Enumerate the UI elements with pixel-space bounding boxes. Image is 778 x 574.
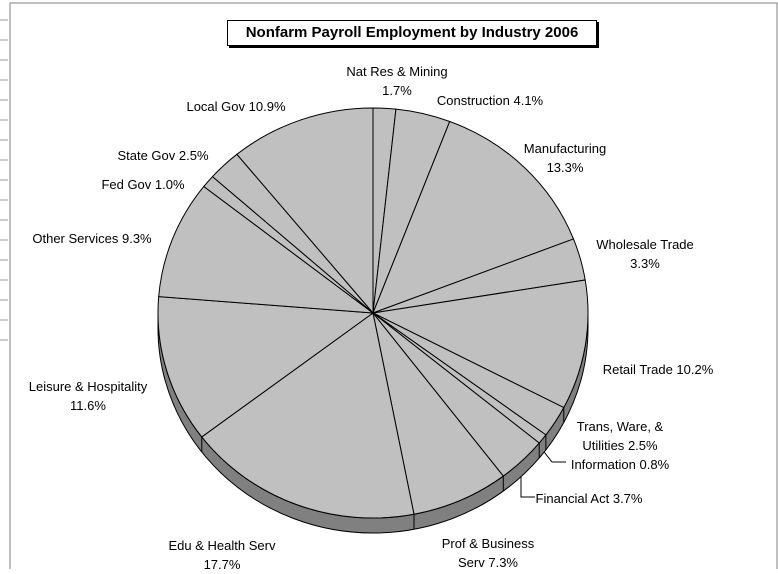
- slice-value: 2.5%: [178, 148, 209, 163]
- slice-label: Financial Act 3.7%: [504, 489, 674, 508]
- pie-slice: [157, 296, 375, 438]
- slice-label: Other Services 9.3%: [7, 229, 177, 248]
- slice-label: Manufacturing 13.3%: [515, 139, 615, 177]
- slice-name: Trans, Ware, & Utilities: [576, 419, 664, 453]
- slice-name: Other Services: [32, 231, 119, 246]
- slice-name: Fed Gov: [101, 177, 152, 192]
- slice-value: 3.3%: [630, 256, 660, 271]
- slice-name: State Gov: [117, 148, 176, 163]
- pie-slice: [371, 279, 589, 409]
- slice-label: Fed Gov 1.0%: [83, 175, 203, 194]
- slice-value: 10.9%: [248, 99, 286, 114]
- slice-name: Nat Res & Mining: [346, 64, 448, 79]
- slice-label: Information 0.8%: [535, 455, 705, 474]
- slice-label: State Gov 2.5%: [98, 146, 228, 165]
- slice-value: 0.8%: [639, 457, 670, 472]
- slice-value: 7.3%: [488, 555, 518, 570]
- slice-label: Trans, Ware, & Utilities 2.5%: [563, 417, 678, 455]
- slice-name: Construction: [436, 93, 510, 108]
- slice-label: Edu & Health Serv 17.7%: [157, 536, 287, 574]
- slice-name: Wholesale Trade: [596, 237, 694, 252]
- pie-slice: [236, 107, 374, 315]
- sheet-ticks: [0, 19, 8, 341]
- slice-value: 4.1%: [513, 93, 544, 108]
- slice-value: 10.2%: [676, 362, 714, 377]
- slice-name: Manufacturing: [523, 141, 607, 156]
- pie-slice: [158, 185, 375, 314]
- slice-label: Leisure & Hospitality 11.6%: [13, 377, 163, 415]
- slice-value: 9.3%: [121, 231, 152, 246]
- slice-name: Edu & Health Serv: [168, 538, 276, 553]
- slice-name: Financial Act: [535, 491, 610, 506]
- slice-name: Retail Trade: [602, 362, 673, 377]
- slice-value: 11.6%: [70, 398, 106, 413]
- slice-value: 2.5%: [627, 438, 658, 453]
- slice-label: Prof & Business Serv 7.3%: [433, 534, 543, 572]
- slice-label: Nat Res & Mining 1.7%: [332, 62, 462, 100]
- slice-value: 1.0%: [154, 177, 185, 192]
- slice-name: Local Gov: [186, 99, 246, 114]
- slice-value: 13.3%: [546, 160, 584, 175]
- slice-label: Wholesale Trade 3.3%: [585, 235, 705, 273]
- chart-title: Nonfarm Payroll Employment by Industry 2…: [227, 20, 597, 46]
- slice-value: 3.7%: [612, 491, 643, 506]
- slice-name: Information: [570, 457, 636, 472]
- slice-label: Construction 4.1%: [405, 91, 575, 110]
- slice-name: Prof & Business Serv: [441, 536, 535, 570]
- slice-label: Retail Trade 10.2%: [573, 360, 743, 379]
- slice-name: Leisure & Hospitality: [28, 379, 148, 394]
- slice-label: Local Gov 10.9%: [161, 97, 311, 116]
- pie-slice: [201, 312, 415, 519]
- slice-value: 17.7%: [203, 557, 241, 572]
- slice-value: 1.7%: [382, 83, 412, 98]
- pie-slice: [372, 312, 504, 515]
- pie-slice: [372, 120, 575, 314]
